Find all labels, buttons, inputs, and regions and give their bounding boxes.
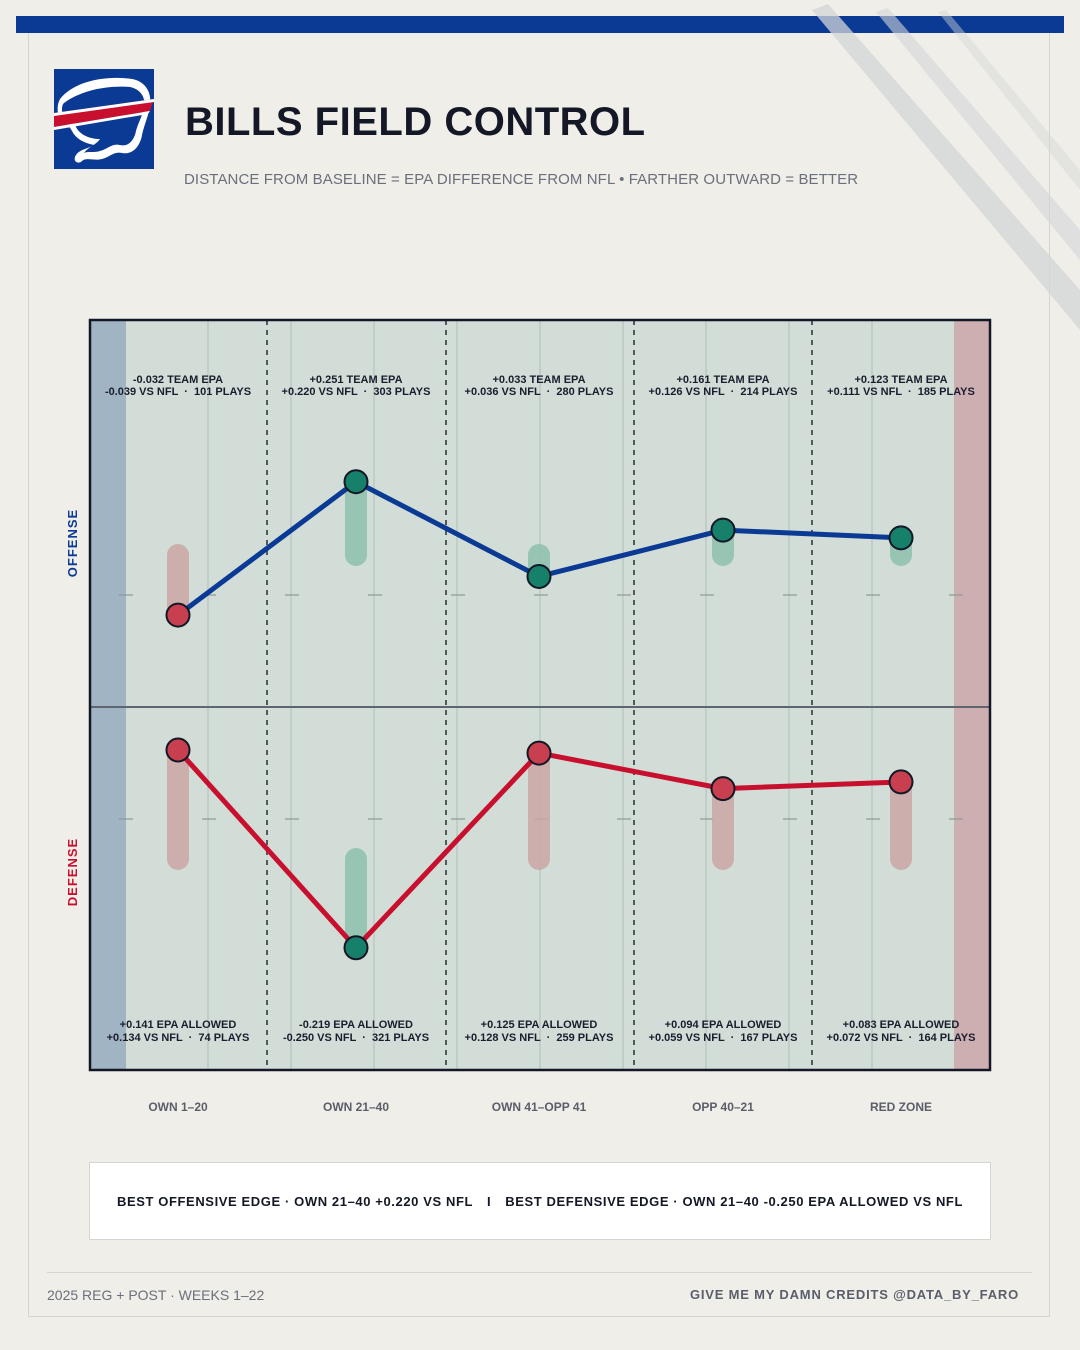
zone-label: OWN 41–OPP 41 xyxy=(492,1100,587,1114)
defense-point xyxy=(526,740,552,766)
defense-point xyxy=(165,737,191,763)
field-border xyxy=(88,318,992,1072)
offense-annotation-detail: +0.220 VS NFL · 303 PLAYS xyxy=(282,386,431,398)
defense-annotation-detail: +0.128 VS NFL · 259 PLAYS xyxy=(465,1032,614,1044)
offense-annotation-detail: +0.126 VS NFL · 214 PLAYS xyxy=(649,386,798,398)
offense-annotation-epa: -0.032 TEAM EPA xyxy=(133,374,223,386)
offense-annotation-detail: +0.036 VS NFL · 280 PLAYS xyxy=(465,386,614,398)
summary-defense: BEST DEFENSIVE EDGE · OWN 21–40 -0.250 E… xyxy=(505,1193,964,1209)
defense-annotation-epa: +0.125 EPA ALLOWED xyxy=(481,1019,598,1031)
defense-annotation-detail: +0.134 VS NFL · 74 PLAYS xyxy=(107,1032,250,1044)
zone-label: OWN 21–40 xyxy=(323,1100,389,1114)
opp-endzone xyxy=(954,320,990,1070)
offense-point xyxy=(343,469,369,495)
page-title: BILLS FIELD CONTROL xyxy=(185,100,646,144)
summary-box: BEST OFFENSIVE EDGE · OWN 21–40 +0.220 V… xyxy=(89,1162,991,1240)
top-accent-bar xyxy=(16,16,1064,33)
buffalo-bills-logo xyxy=(54,69,154,169)
defense-point xyxy=(343,935,369,961)
footer-season: 2025 REG + POST · WEEKS 1–22 xyxy=(47,1287,265,1303)
offense-annotation-epa: +0.123 TEAM EPA xyxy=(854,374,947,386)
offense-point xyxy=(710,517,736,543)
field-control-chart: -0.032 TEAM EPA-0.039 VS NFL · 101 PLAYS… xyxy=(65,318,992,1114)
offense-annotation-epa: +0.251 TEAM EPA xyxy=(309,374,402,386)
defense-point xyxy=(710,776,736,802)
offense-annotation-epa: +0.033 TEAM EPA xyxy=(492,374,585,386)
card-frame xyxy=(28,33,1050,1317)
defense-annotation-detail: +0.072 VS NFL · 164 PLAYS xyxy=(827,1032,976,1044)
defense-annotation-epa: +0.083 EPA ALLOWED xyxy=(843,1019,960,1031)
footer-divider xyxy=(47,1272,1032,1273)
defense-annotation-detail: +0.059 VS NFL · 167 PLAYS xyxy=(649,1032,798,1044)
defense-annotation-epa: +0.094 EPA ALLOWED xyxy=(665,1019,782,1031)
defense-annotation-detail: -0.250 VS NFL · 321 PLAYS xyxy=(283,1032,429,1044)
panel-label: DEFENSE xyxy=(65,838,80,906)
series-points xyxy=(165,469,914,961)
offense-annotation-detail: -0.039 VS NFL · 101 PLAYS xyxy=(105,386,251,398)
offense-annotation-epa: +0.161 TEAM EPA xyxy=(676,374,769,386)
page-subtitle: DISTANCE FROM BASELINE = EPA DIFFERENCE … xyxy=(184,171,859,188)
offense-annotation-detail: +0.111 VS NFL · 185 PLAYS xyxy=(827,386,975,398)
defense-point xyxy=(888,769,914,795)
summary-separator: I xyxy=(487,1193,492,1209)
zone-label: OPP 40–21 xyxy=(692,1100,754,1114)
defense-annotation-epa: -0.219 EPA ALLOWED xyxy=(299,1019,413,1031)
panel-label: OFFENSE xyxy=(65,509,80,577)
summary-offense: BEST OFFENSIVE EDGE · OWN 21–40 +0.220 V… xyxy=(116,1193,474,1209)
zone-label: RED ZONE xyxy=(870,1100,932,1114)
defense-annotation-epa: +0.141 EPA ALLOWED xyxy=(120,1019,237,1031)
offense-point xyxy=(888,525,914,551)
footer-credit: GIVE ME MY DAMN CREDITS @DATA_BY_FARO xyxy=(689,1287,1019,1302)
offense-point xyxy=(526,563,552,589)
field-background xyxy=(88,318,992,1072)
own-endzone xyxy=(90,320,126,1070)
zone-annotations: -0.032 TEAM EPA-0.039 VS NFL · 101 PLAYS… xyxy=(105,374,976,1044)
offense-point xyxy=(165,602,191,628)
zone-label: OWN 1–20 xyxy=(148,1100,208,1114)
axis-labels: OWN 1–20 OWN 21–40 OWN 41–OPP 41 OPP 40–21 R… xyxy=(65,509,932,1114)
